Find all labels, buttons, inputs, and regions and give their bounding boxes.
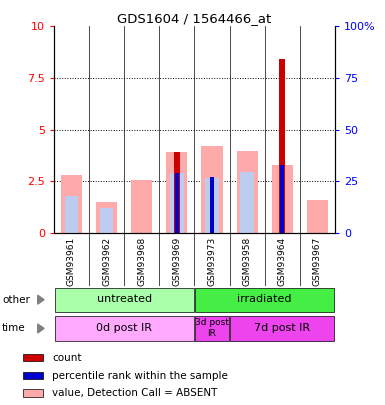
- Bar: [170, 173, 184, 233]
- Bar: [230, 316, 334, 341]
- Text: percentile rank within the sample: percentile rank within the sample: [52, 371, 228, 381]
- Bar: [23, 389, 43, 397]
- Text: 3d post
IR: 3d post IR: [195, 318, 229, 338]
- Bar: [61, 175, 82, 233]
- Title: GDS1604 / 1564466_at: GDS1604 / 1564466_at: [117, 12, 271, 25]
- Text: untreated: untreated: [97, 294, 152, 305]
- Text: GSM93967: GSM93967: [313, 237, 322, 286]
- Bar: [175, 173, 179, 233]
- Bar: [195, 288, 334, 312]
- Text: GSM93962: GSM93962: [102, 237, 111, 286]
- Text: 0d post IR: 0d post IR: [96, 323, 152, 333]
- Bar: [65, 196, 78, 233]
- Bar: [201, 146, 223, 233]
- Bar: [281, 165, 284, 233]
- Text: GSM93973: GSM93973: [208, 237, 216, 286]
- Bar: [174, 152, 180, 233]
- Bar: [96, 202, 117, 233]
- Bar: [166, 152, 187, 233]
- Bar: [100, 208, 113, 233]
- Bar: [236, 151, 258, 233]
- Text: GSM93958: GSM93958: [243, 237, 252, 286]
- Bar: [241, 172, 254, 233]
- Text: other: other: [2, 295, 30, 305]
- Text: time: time: [2, 324, 25, 333]
- Bar: [205, 178, 219, 233]
- Polygon shape: [38, 324, 44, 333]
- Bar: [23, 372, 43, 379]
- Text: count: count: [52, 353, 82, 363]
- Bar: [210, 177, 214, 233]
- Text: irradiated: irradiated: [238, 294, 292, 305]
- Text: GSM93964: GSM93964: [278, 237, 287, 286]
- Bar: [55, 288, 194, 312]
- Bar: [131, 180, 152, 233]
- Text: GSM93969: GSM93969: [172, 237, 181, 286]
- Polygon shape: [38, 295, 44, 304]
- Text: GSM93968: GSM93968: [137, 237, 146, 286]
- Text: value, Detection Call = ABSENT: value, Detection Call = ABSENT: [52, 388, 218, 398]
- Bar: [195, 316, 229, 341]
- Text: GSM93961: GSM93961: [67, 237, 76, 286]
- Text: 7d post IR: 7d post IR: [254, 323, 310, 333]
- Bar: [279, 60, 285, 233]
- Bar: [55, 316, 194, 341]
- Bar: [23, 354, 43, 362]
- Bar: [272, 165, 293, 233]
- Bar: [307, 200, 328, 233]
